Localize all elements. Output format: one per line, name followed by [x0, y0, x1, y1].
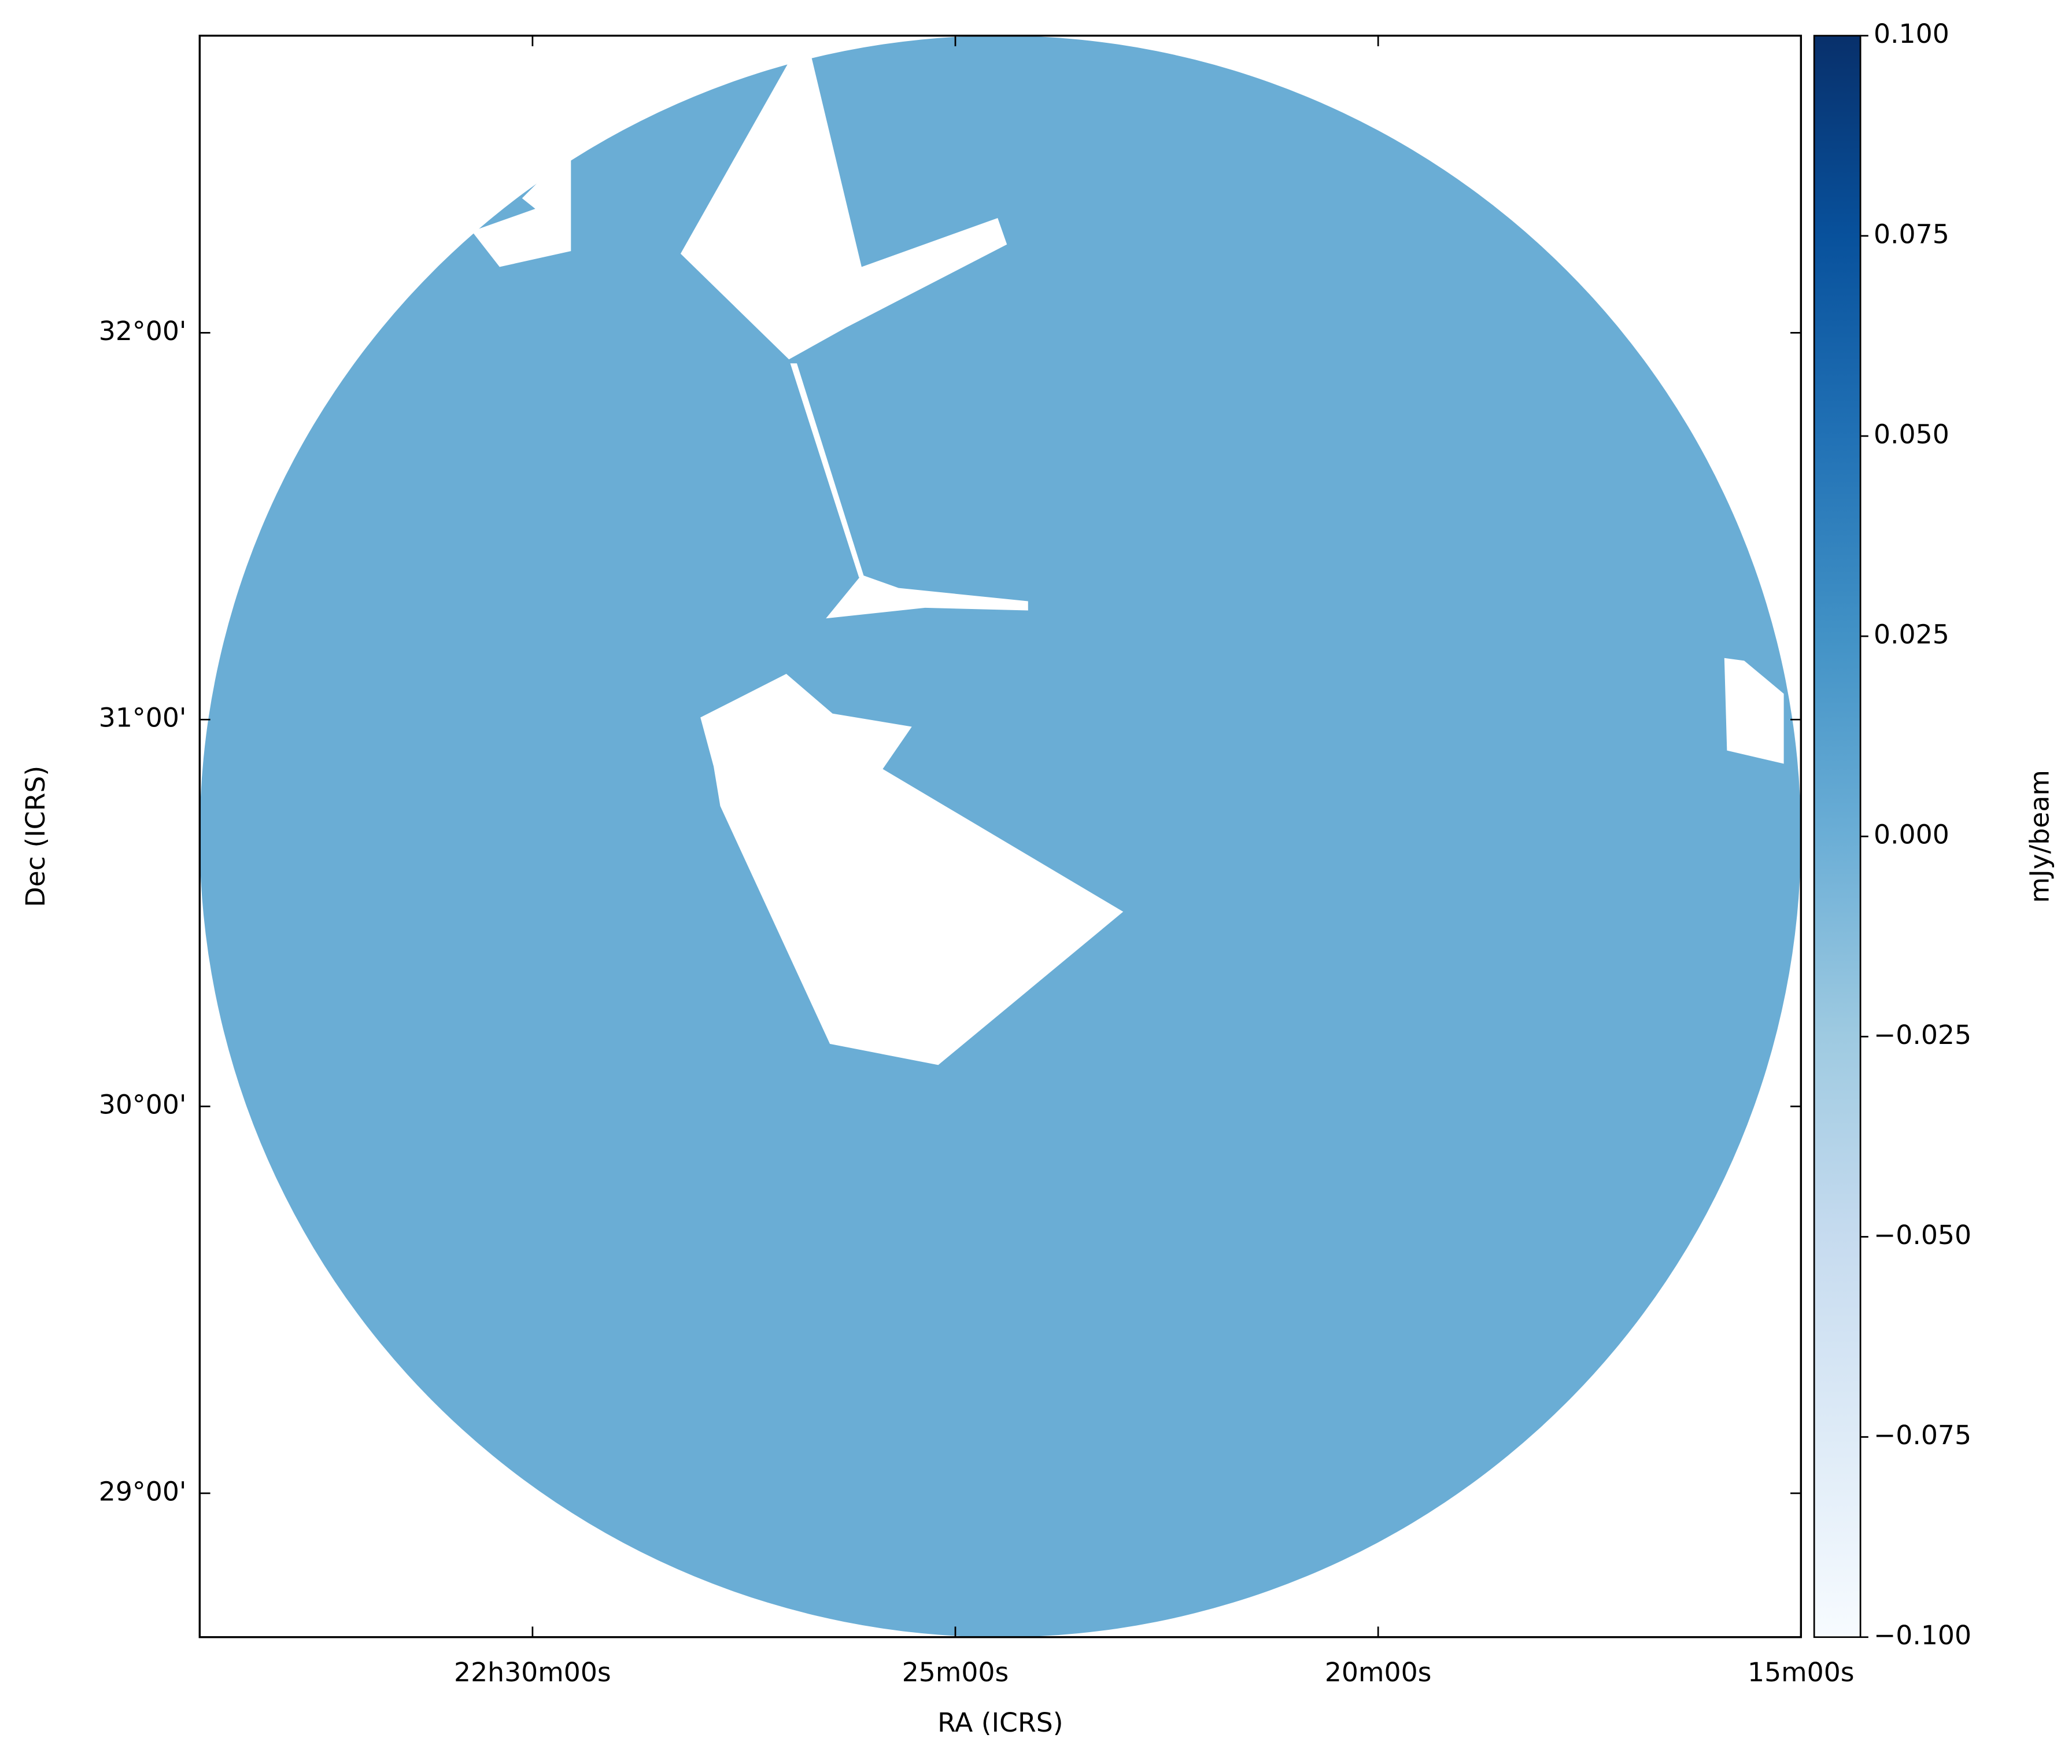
colorbar-tick-label: 0.025: [1874, 619, 1949, 650]
colorbar-label: mJy/beam: [2025, 770, 2055, 903]
masked-regions: [471, 57, 1784, 1065]
masked-region: [471, 158, 571, 267]
colorbar-tick-label: 0.000: [1874, 820, 1949, 850]
colorbar-tick-label: 0.075: [1874, 219, 1949, 249]
masked-region: [790, 363, 865, 578]
colorbar: [1813, 35, 1862, 1638]
x-tick-label: 22h30m00s: [454, 1657, 611, 1688]
masked-region: [700, 674, 1124, 1065]
masked-region: [680, 57, 1007, 360]
axes-frame: [198, 34, 1803, 1638]
image-disc: [200, 35, 1801, 1637]
y-tick-label: 31°00': [99, 703, 187, 733]
colorbar-tick-label: −0.075: [1874, 1420, 1971, 1451]
x-tick-label: 20m00s: [1325, 1657, 1432, 1688]
colorbar-tick-label: −0.050: [1874, 1220, 1971, 1250]
masked-region: [1724, 658, 1784, 764]
x-tick-label: 25m00s: [902, 1657, 1009, 1688]
y-axis-label: Dec (ICRS): [20, 766, 51, 907]
x-tick-label: 15m00s: [1748, 1657, 1855, 1688]
colorbar-tick-label: −0.100: [1874, 1620, 1971, 1651]
y-tick-label: 30°00': [99, 1090, 187, 1120]
colorbar-tick-label: −0.025: [1874, 1020, 1971, 1050]
y-tick-label: 29°00': [99, 1476, 187, 1507]
colorbar-tick-label: 0.050: [1874, 419, 1949, 449]
colorbar-tick-label: 0.100: [1874, 19, 1949, 49]
y-tick-label: 32°00': [99, 316, 187, 346]
masked-region: [826, 574, 1028, 619]
x-axis-label: RA (ICRS): [937, 1707, 1063, 1738]
sky-image: [200, 35, 1801, 1637]
